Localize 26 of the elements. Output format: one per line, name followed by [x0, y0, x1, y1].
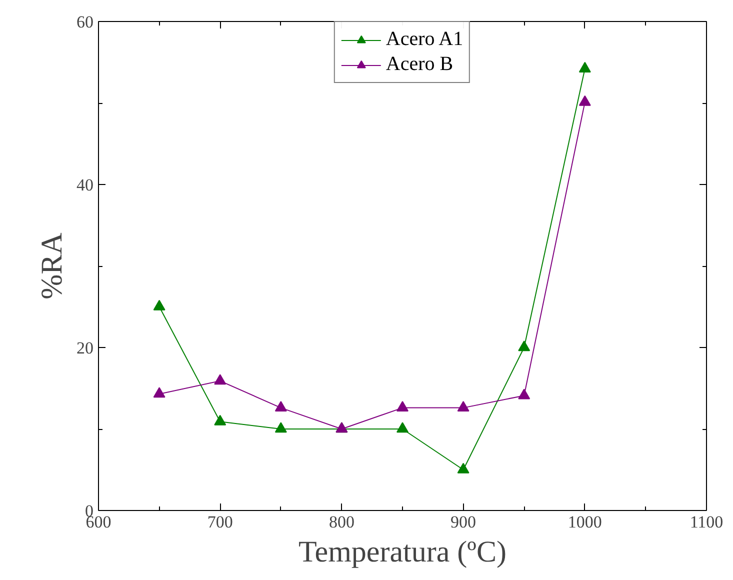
legend-label: Acero A1 [386, 28, 464, 51]
point [396, 422, 408, 433]
x-axis-title: Temperatura (ºC) [298, 536, 506, 568]
point [518, 388, 530, 400]
y-tick-label: 60 [76, 12, 94, 32]
point [396, 400, 408, 412]
y-tick-label: 20 [76, 338, 94, 358]
point [578, 62, 591, 72]
point [457, 400, 470, 412]
point [274, 422, 287, 433]
x-tick-label: 900 [450, 512, 476, 532]
x-tick-label: 1000 [568, 512, 602, 532]
point [153, 300, 166, 310]
x-tick-label: 700 [207, 512, 233, 532]
point [274, 400, 287, 412]
point [518, 340, 530, 352]
point [153, 387, 166, 398]
point [578, 95, 591, 106]
point [214, 414, 226, 426]
x-tick-label: 800 [328, 512, 354, 532]
y-tick-label: 40 [76, 176, 94, 194]
y-axis-title: %RA [36, 232, 68, 300]
point [214, 374, 226, 385]
point [457, 462, 470, 474]
x-tick-label: 1100 [690, 512, 724, 532]
legend-label: Acero B [386, 53, 454, 76]
